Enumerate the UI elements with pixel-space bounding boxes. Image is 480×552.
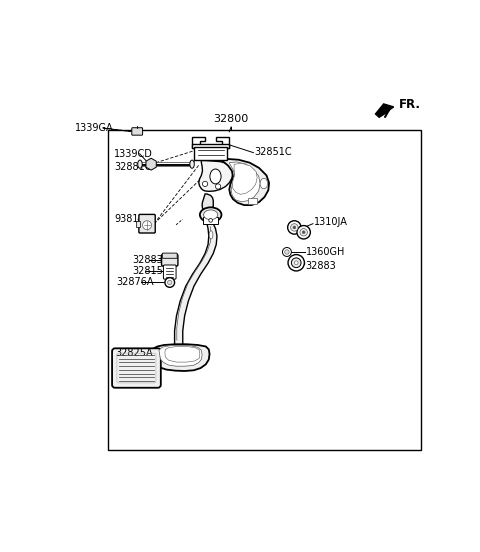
Text: 1360GH: 1360GH (305, 247, 345, 257)
Polygon shape (199, 161, 233, 192)
Text: 1310JA: 1310JA (314, 217, 348, 227)
Circle shape (288, 221, 301, 234)
Circle shape (290, 224, 298, 231)
Ellipse shape (138, 160, 142, 168)
Polygon shape (175, 224, 217, 349)
Text: 32825A: 32825A (115, 348, 153, 358)
Circle shape (282, 247, 291, 257)
Polygon shape (159, 346, 202, 366)
Text: 1339CD: 1339CD (114, 149, 153, 159)
FancyBboxPatch shape (132, 128, 143, 135)
Text: 32851C: 32851C (254, 146, 292, 157)
Circle shape (291, 258, 301, 268)
Bar (135, 221, 140, 227)
Polygon shape (229, 162, 260, 202)
Circle shape (302, 231, 305, 233)
Text: 93810A: 93810A (114, 214, 151, 224)
Polygon shape (375, 104, 394, 118)
Circle shape (300, 229, 307, 236)
FancyBboxPatch shape (163, 265, 176, 279)
FancyBboxPatch shape (162, 253, 177, 258)
Circle shape (168, 280, 172, 285)
Polygon shape (165, 347, 200, 362)
Circle shape (297, 226, 311, 239)
Text: 32876A: 32876A (117, 278, 154, 288)
Text: 32800: 32800 (214, 114, 249, 124)
Text: 32881C: 32881C (114, 162, 152, 172)
Circle shape (288, 254, 304, 271)
Polygon shape (220, 159, 269, 205)
Text: 1339GA: 1339GA (75, 123, 113, 133)
Text: 32883: 32883 (132, 255, 163, 265)
Circle shape (203, 181, 208, 187)
FancyBboxPatch shape (203, 217, 218, 224)
FancyBboxPatch shape (112, 348, 161, 388)
Ellipse shape (209, 231, 213, 239)
Bar (108, 130, 421, 450)
Circle shape (143, 221, 152, 230)
Ellipse shape (260, 178, 267, 189)
Ellipse shape (210, 169, 221, 184)
FancyBboxPatch shape (162, 254, 178, 266)
Circle shape (209, 219, 213, 222)
Polygon shape (151, 344, 210, 371)
Circle shape (285, 250, 289, 254)
Text: 32883: 32883 (305, 261, 336, 270)
Bar (248, 198, 257, 204)
Ellipse shape (190, 160, 194, 168)
Polygon shape (194, 147, 228, 160)
Circle shape (216, 184, 221, 189)
Circle shape (293, 226, 296, 229)
Polygon shape (216, 137, 229, 148)
Circle shape (294, 261, 298, 264)
Ellipse shape (200, 208, 221, 222)
Text: FR.: FR. (399, 98, 421, 111)
FancyBboxPatch shape (139, 214, 155, 233)
Text: 32815: 32815 (132, 266, 163, 277)
Polygon shape (232, 163, 257, 194)
Polygon shape (192, 137, 205, 148)
Ellipse shape (204, 210, 218, 220)
Polygon shape (192, 144, 229, 148)
Polygon shape (202, 194, 213, 211)
Circle shape (165, 278, 175, 288)
